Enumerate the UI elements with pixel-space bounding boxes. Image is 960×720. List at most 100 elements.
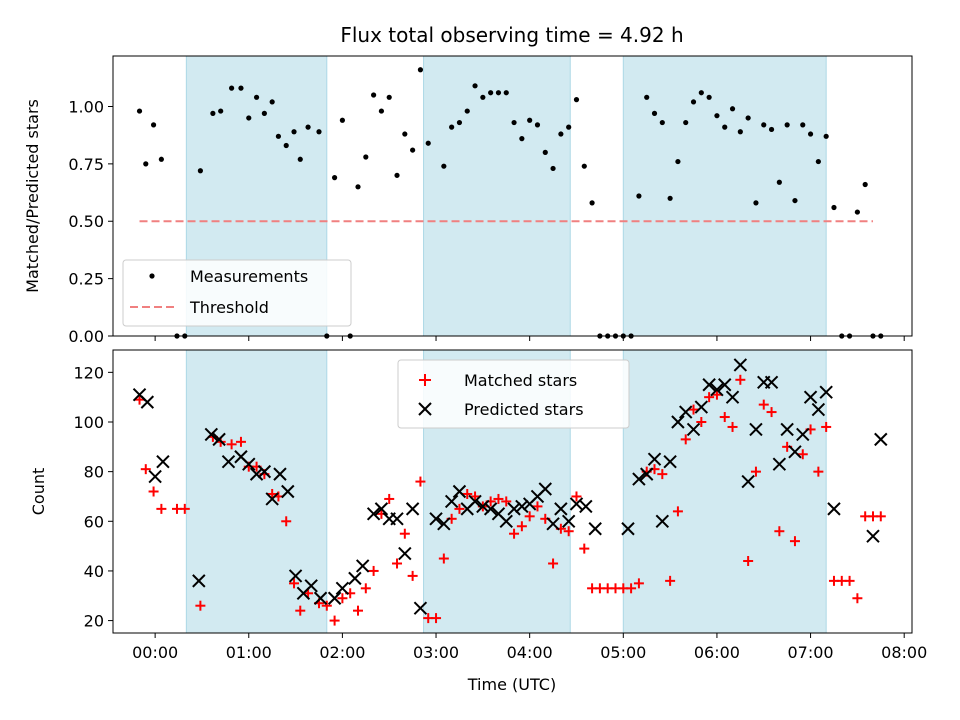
predicted-star-point	[546, 517, 560, 531]
measurement-point	[511, 119, 517, 126]
predicted-star-point	[242, 457, 256, 471]
measurement-point	[831, 204, 837, 211]
predicted-star-point	[507, 502, 521, 516]
predicted-star-point	[221, 455, 236, 469]
predicted-star-point	[327, 591, 342, 605]
measurement-point	[449, 124, 455, 130]
measurement-point	[441, 163, 447, 169]
measurement-point	[683, 119, 689, 126]
matched-star-point	[295, 605, 306, 616]
matched-star-point	[750, 466, 761, 477]
predicted-star-point	[288, 569, 303, 583]
bottom-y-axis-label: Count	[29, 468, 48, 516]
measurement-point	[238, 85, 244, 91]
measurement-point	[745, 115, 751, 121]
matched-star-point	[571, 491, 582, 502]
x-tick-label: 02:00	[319, 643, 365, 662]
x-tick-label: 05:00	[600, 643, 646, 662]
matched-star-point	[875, 511, 886, 522]
matched-star-point	[672, 506, 683, 517]
matched-star-point	[532, 501, 543, 512]
measurement-point	[269, 99, 275, 105]
legend-threshold-label: Threshold	[189, 298, 269, 317]
matched-star-point	[509, 528, 520, 539]
predicted-star-point	[515, 499, 529, 514]
predicted-star-point	[561, 514, 576, 528]
matched-star-point	[766, 407, 777, 418]
measurement-point	[706, 94, 712, 100]
predicted-star-point	[476, 499, 490, 514]
measurement-point	[644, 94, 650, 100]
predicted-star-point	[304, 579, 318, 593]
matched-star-point	[719, 412, 730, 423]
predicted-star-point	[671, 415, 685, 429]
matched-star-point	[493, 493, 504, 504]
matched-star-point	[821, 421, 832, 432]
top-y-tick-label: 1.00	[68, 97, 104, 116]
predicted-star-point	[788, 445, 802, 459]
predicted-star-point	[355, 559, 370, 573]
legend-measurements-label: Measurements	[190, 267, 308, 286]
matched-star-point	[501, 496, 512, 507]
predicted-star-point	[780, 422, 794, 437]
predicted-star-point	[632, 472, 646, 486]
shaded-band-3	[622, 55, 827, 337]
matched-star-point	[704, 392, 715, 403]
shaded-band-3	[622, 349, 827, 634]
measurement-point	[291, 129, 297, 135]
measurement-point	[143, 161, 149, 167]
matched-star-point	[281, 516, 292, 527]
measurement-point	[339, 117, 346, 123]
measurement-point	[158, 156, 164, 162]
matched-star-point	[179, 503, 190, 514]
measurement-point	[210, 110, 216, 116]
legend-predicted-marker	[418, 402, 432, 416]
matched-star-point	[548, 558, 559, 569]
predicted-star-point	[148, 469, 162, 484]
measurement-point	[815, 158, 821, 165]
predicted-star-point	[249, 467, 264, 481]
predicted-star-point	[257, 464, 272, 479]
measurement-point	[776, 179, 782, 185]
predicted-star-point	[874, 432, 888, 447]
measurement-point	[410, 147, 416, 153]
bottom-y-tick-label: 100	[73, 413, 104, 432]
matched-star-point	[789, 536, 800, 547]
matched-star-point	[735, 374, 746, 385]
shaded-band-2	[423, 55, 571, 337]
matched-star-point	[226, 439, 237, 450]
x-tick-label: 00:00	[132, 643, 178, 662]
measurement-point	[854, 209, 860, 215]
measurement-point	[698, 90, 704, 96]
bottom-legend: Matched stars Predicted stars	[397, 359, 630, 429]
measurement-point	[675, 158, 681, 165]
measurement-point	[550, 165, 556, 172]
measurement-point	[472, 83, 478, 89]
bottom-y-tick-label: 60	[84, 512, 104, 531]
measurement-point	[464, 108, 470, 114]
measurement-point	[136, 108, 143, 114]
matched-star-point	[329, 615, 340, 626]
measurement-point	[371, 92, 377, 98]
predicted-star-point	[579, 499, 593, 514]
predicted-star-point	[538, 482, 552, 496]
measurement-point	[792, 197, 798, 204]
matched-star-point	[774, 526, 785, 537]
measurement-point	[636, 193, 642, 199]
predicted-star-point	[866, 529, 880, 543]
measurement-point	[722, 124, 728, 130]
measurement-point	[651, 110, 658, 116]
predicted-star-point	[772, 457, 787, 471]
matched-star-point	[516, 521, 527, 532]
measurement-point	[659, 119, 665, 126]
measurement-point	[784, 122, 790, 128]
measurement-point	[761, 122, 767, 128]
measurement-point	[823, 133, 829, 139]
matched-star-point	[407, 570, 418, 581]
top-legend-frame	[122, 259, 352, 327]
predicted-star-point	[405, 502, 420, 516]
predicted-star-point	[639, 467, 654, 481]
bottom-y-tick-label: 40	[84, 562, 104, 581]
measurement-point	[386, 94, 392, 100]
matched-star-point	[579, 543, 590, 554]
